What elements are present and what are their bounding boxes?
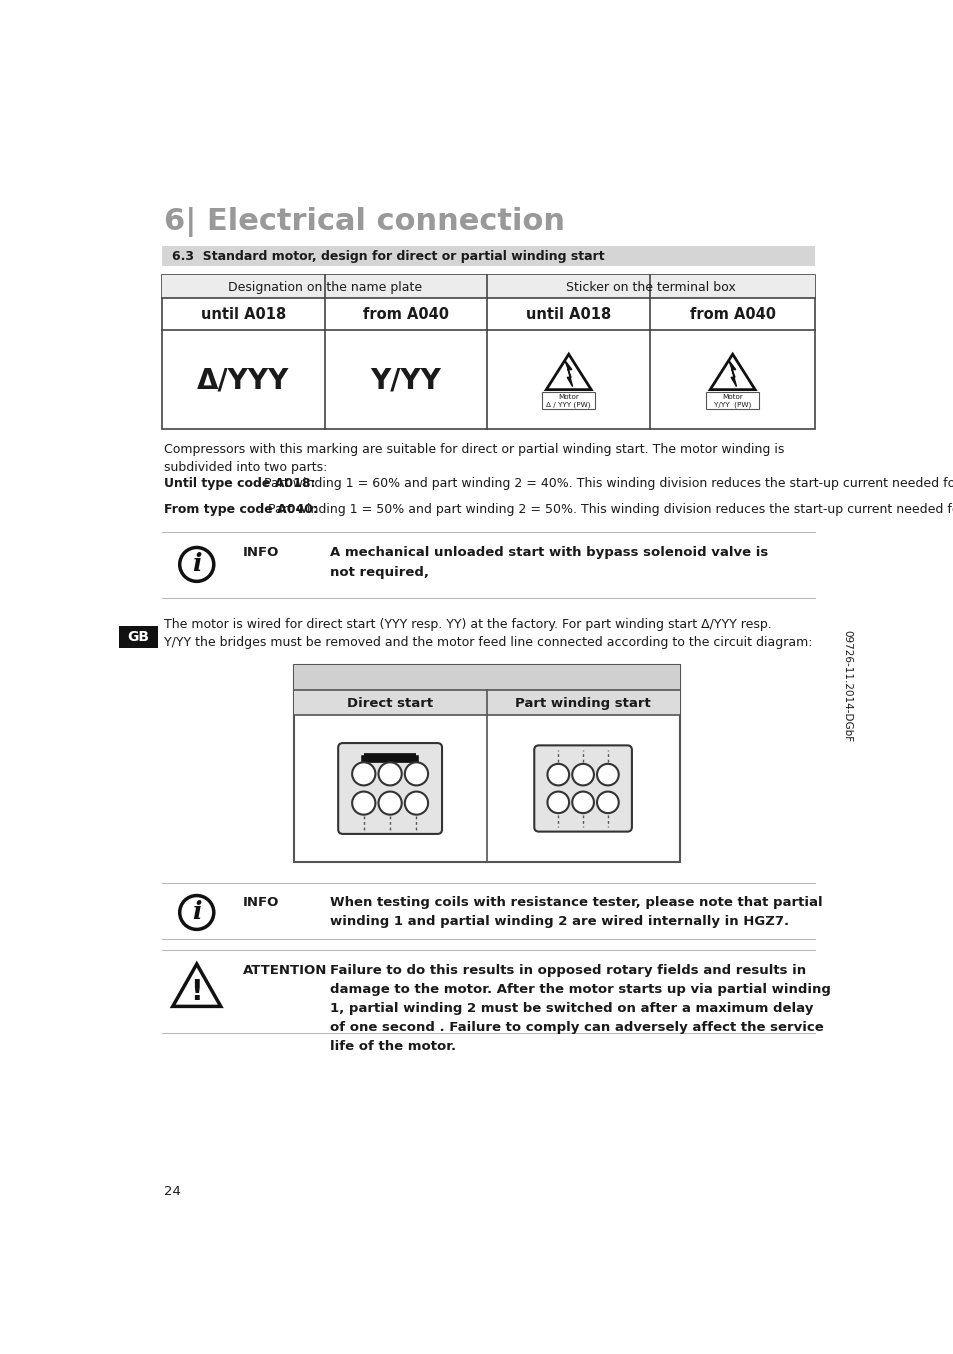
Text: When testing coils with resistance tester, please note that partial
winding 1 an: When testing coils with resistance teste… xyxy=(330,895,821,927)
Polygon shape xyxy=(564,360,572,386)
Circle shape xyxy=(597,792,618,814)
Text: until A018: until A018 xyxy=(525,307,611,322)
Text: from A040: from A040 xyxy=(689,307,775,322)
Text: 09726-11.2014-DGbF: 09726-11.2014-DGbF xyxy=(841,630,852,742)
Circle shape xyxy=(404,792,428,815)
Bar xyxy=(119,626,158,647)
Text: Motor
Y/YY  (PW): Motor Y/YY (PW) xyxy=(713,394,751,408)
Text: ATTENTION: ATTENTION xyxy=(243,964,327,978)
Text: from A040: from A040 xyxy=(363,307,449,322)
Text: Motor
Δ / YYY (PW): Motor Δ / YYY (PW) xyxy=(546,394,590,408)
Bar xyxy=(294,665,679,861)
Bar xyxy=(162,275,487,298)
Text: From type code A040:: From type code A040: xyxy=(164,502,318,516)
Text: INFO: INFO xyxy=(243,895,279,909)
Text: Direct start: Direct start xyxy=(347,697,433,709)
Text: Δ/YYY: Δ/YYY xyxy=(197,367,289,394)
Text: Part winding 1 = 60% and part winding 2 = 40%. This winding division reduces the: Part winding 1 = 60% and part winding 2 … xyxy=(259,477,953,490)
Bar xyxy=(705,391,759,409)
Text: INFO: INFO xyxy=(243,546,279,559)
Text: Compressors with this marking are suitable for direct or partial winding start. : Compressors with this marking are suitab… xyxy=(164,443,783,474)
Circle shape xyxy=(378,792,401,815)
Text: !: ! xyxy=(191,978,203,1006)
Bar xyxy=(294,665,679,691)
FancyBboxPatch shape xyxy=(534,745,631,831)
Polygon shape xyxy=(172,964,220,1006)
Text: GB: GB xyxy=(128,630,150,643)
Bar xyxy=(162,245,815,265)
Circle shape xyxy=(572,764,594,785)
Text: Failure to do this results in opposed rotary fields and results in
damage to the: Failure to do this results in opposed ro… xyxy=(330,964,830,1053)
Text: Sticker on the terminal box: Sticker on the terminal box xyxy=(566,280,736,294)
Circle shape xyxy=(352,762,375,785)
Text: i: i xyxy=(192,552,201,577)
Text: Designation on the name plate: Designation on the name plate xyxy=(228,280,421,294)
Text: i: i xyxy=(192,900,201,925)
Text: A mechanical unloaded start with bypass solenoid valve is
not required,: A mechanical unloaded start with bypass … xyxy=(330,546,767,580)
Polygon shape xyxy=(728,360,736,386)
Circle shape xyxy=(547,764,569,785)
Polygon shape xyxy=(546,355,591,390)
Text: Y/YY: Y/YY xyxy=(370,367,441,394)
Circle shape xyxy=(404,762,428,785)
Polygon shape xyxy=(709,355,755,390)
Circle shape xyxy=(352,792,375,815)
Circle shape xyxy=(179,547,213,581)
Text: Until type code A018:: Until type code A018: xyxy=(164,477,315,490)
Text: The motor is wired for direct start (YYY resp. YY) at the factory. For part wind: The motor is wired for direct start (YYY… xyxy=(164,617,812,649)
Bar xyxy=(487,275,815,298)
Bar xyxy=(294,691,679,715)
Bar xyxy=(542,391,595,409)
Text: until A018: until A018 xyxy=(200,307,286,322)
Circle shape xyxy=(179,895,213,929)
Text: 6| Electrical connection: 6| Electrical connection xyxy=(164,207,564,237)
Circle shape xyxy=(547,792,569,814)
Circle shape xyxy=(597,764,618,785)
Text: 6.3  Standard motor, design for direct or partial winding start: 6.3 Standard motor, design for direct or… xyxy=(172,250,604,263)
Text: Part winding start: Part winding start xyxy=(515,697,650,709)
Circle shape xyxy=(572,792,594,814)
FancyBboxPatch shape xyxy=(337,743,441,834)
Bar xyxy=(162,275,815,429)
Circle shape xyxy=(378,762,401,785)
Text: Part winding 1 = 50% and part winding 2 = 50%. This winding division reduces the: Part winding 1 = 50% and part winding 2 … xyxy=(264,502,953,516)
Text: 24: 24 xyxy=(164,1185,181,1198)
